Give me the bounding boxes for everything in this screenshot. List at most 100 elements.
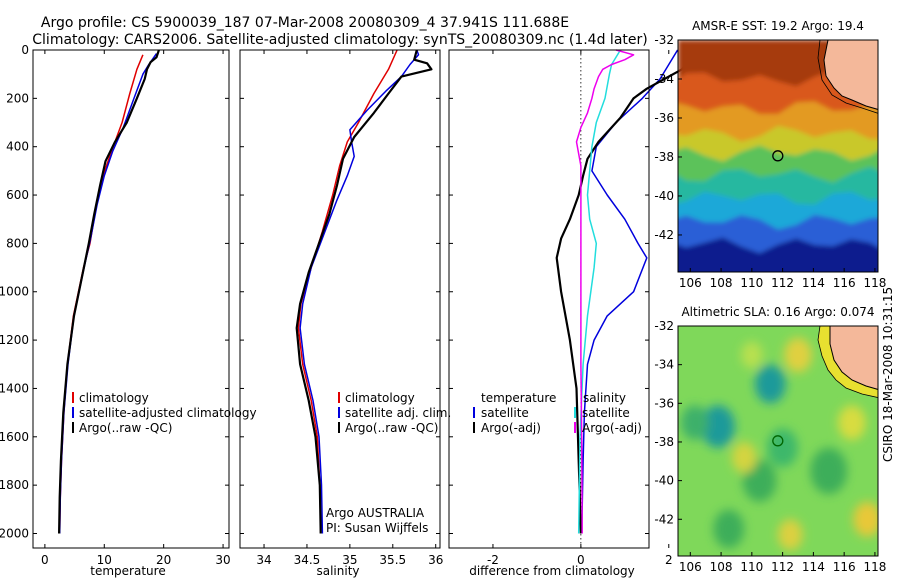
sst-land-australia [823,40,878,110]
x-tick-label: 20 [156,553,171,567]
legend-head-salinity: salinity [583,391,626,405]
salinity-panel: 34 34.5 35 35.5 36 salinity climatology sate… [239,49,451,578]
sla-map-title: Altimetric SLA: 0.16 Argo: 0.074 [681,305,874,319]
sla-anomaly-eddy [778,519,803,551]
credit-line2: PI: Susan Wijffels [326,521,428,535]
map-y-tick-label: -34 [654,358,674,372]
x-tick-label: 34 [256,553,271,567]
series-line-2-argo [295,49,433,534]
sla-anomaly-eddy [681,405,709,441]
figure-title-line1: Argo profile: CS 5900039_187 07-Mar-2008… [41,15,569,31]
x-tick-label: 0 [577,553,585,567]
map-x-tick-label: 110 [740,276,763,290]
sla-anomaly-eddy [754,364,786,404]
x-tick-label: 30 [215,553,230,567]
sla-land-australia [829,326,878,390]
legend-label-sal-satellite: satellite [582,406,630,420]
temperature-panel: 0 10 20 30 0 200 400 600 800 1000 1200 1400 1600 1800… [0,43,257,578]
x-tick-label: 34.5 [294,553,321,567]
sla-anomaly-eddy [838,405,866,441]
timestamp-label: CSIRO 18-Mar-2008 10:31:15 [881,287,895,462]
series-line-2-argo [58,49,160,534]
map-y-tick-label: -32 [654,33,674,47]
map-y-tick-label: -36 [654,396,674,410]
map-y-tick-label: -38 [654,435,674,449]
map-x-tick-label: 110 [740,560,763,574]
series-line-0-climatology [58,54,144,534]
map-y-tick-label: -34 [654,72,674,86]
y-tick-label: 1800 [0,478,29,492]
y-tick-label: 400 [6,140,29,154]
sla-anomaly-eddy [767,428,798,468]
x-tick-label: 10 [97,553,112,567]
x-tick-label: -2 [487,553,499,567]
map-x-tick-label: 112 [771,560,794,574]
sla-argo-position-marker [772,435,784,447]
map-y-tick-label: -42 [654,512,674,526]
legend-label-argo: Argo(..raw -QC) [345,421,438,435]
y-tick-label: 0 [21,43,29,57]
sla-anomaly-eddy [731,441,757,473]
series-line-3-argo-diff-salinity [575,49,635,534]
map-x-tick-label: 108 [710,276,733,290]
y-tick-label: 1000 [0,285,29,299]
map-x-tick-label: 106 [679,276,702,290]
map-x-tick-label: 114 [802,276,825,290]
map-x-tick-label: 116 [833,276,856,290]
x-tick-label: 2 [665,553,673,567]
map-x-tick-label: 116 [833,560,856,574]
legend-label-sal-argo: Argo(-adj) [582,421,642,435]
difference-panel: -2 0 2 difference from climatology tempera… [448,49,697,578]
legend-label-temp-satellite: satellite [481,406,529,420]
sla-anomaly-eddy [784,337,812,373]
series-line-1-satellite [58,53,158,534]
sst-map-title: AMSR-E SST: 19.2 Argo: 19.4 [692,19,864,33]
salinity-legend: climatology satellite adj. clim. Argo(..… [338,391,451,435]
y-tick-label: 1200 [0,333,29,347]
figure-title-line2: Climatology: CARS2006. Satellite-adjuste… [32,32,647,48]
y-tick-label: 2000 [0,526,29,540]
map-y-tick-label: -42 [654,228,674,242]
legend-head-temperature: temperature [481,391,556,405]
legend-label-temp-argo: Argo(-adj) [481,421,541,435]
y-tick-label: 1600 [0,430,29,444]
sla-map-panel: Altimetric SLA: 0.16 Argo: 0.074 106 108 1… [654,305,886,574]
difference-legend: temperature salinity satellite Argo(-adj… [473,391,642,435]
difference-x-axis-label: difference from climatology [469,564,635,578]
legend-label-climatology: climatology [79,391,149,405]
map-y-tick-label: -32 [654,319,674,333]
x-tick-label: 0 [41,553,49,567]
temperature-x-axis-label: temperature [90,564,165,578]
difference-axes-frame [448,49,650,549]
salinity-axes-frame [239,49,441,549]
x-tick-label: 36 [428,553,443,567]
sst-map-frame [677,39,879,273]
map-x-tick-label: 108 [710,560,733,574]
legend-label-satellite: satellite adj. clim. [345,406,451,420]
x-tick-label: 35 [342,553,357,567]
sla-anomaly-eddy [853,501,878,537]
map-x-tick-label: 114 [802,560,825,574]
sla-anomaly-eddy [701,405,735,448]
map-y-tick-label: -40 [654,189,674,203]
sst-argo-position-marker [772,150,784,162]
legend-label-climatology: climatology [345,391,415,405]
sla-map-frame [677,325,879,557]
y-tick-label: 1400 [0,381,29,395]
sst-band [678,237,878,272]
sst-map-panel: AMSR-E SST: 19.2 Argo: 19.4 106 108 110 112… [654,19,886,290]
series-line-2-sat-diff-salinity [577,49,622,534]
salinity-x-axis-label: salinity [316,564,359,578]
legend-label-argo: Argo(..raw -QC) [79,421,172,435]
y-tick-label: 200 [6,91,29,105]
sla-anomaly-eddy [741,341,763,369]
sla-anomaly-eddy [713,509,745,549]
map-x-tick-label: 106 [679,560,702,574]
map-y-tick-label: -36 [654,111,674,125]
temperature-legend: climatology satellite-adjusted climatolo… [72,391,257,435]
map-y-tick-label: -40 [654,474,674,488]
map-x-tick-label: 112 [771,276,794,290]
map-y-tick-label: -38 [654,150,674,164]
sla-anomaly-eddy [810,447,848,495]
